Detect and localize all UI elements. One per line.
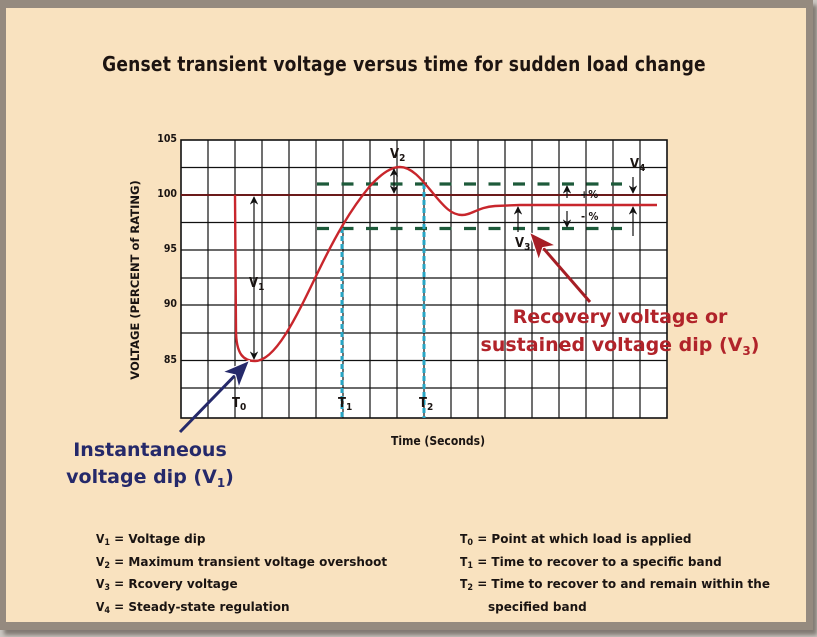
recovery-callout-arrow-icon bbox=[531, 234, 592, 303]
legend-item-t2-continued: specified band bbox=[488, 599, 587, 614]
v1-label: V1 bbox=[249, 276, 265, 293]
legend-item-v4: V4 = Steady-state regulation bbox=[96, 599, 290, 616]
y-tick-85: 85 bbox=[163, 354, 177, 366]
y-tick-100: 100 bbox=[157, 188, 177, 200]
legend-times: T0 = Point at which load is applied T1 =… bbox=[460, 530, 770, 616]
v2-label: V2 bbox=[390, 147, 406, 164]
t1-label: T1 bbox=[338, 396, 353, 413]
instantaneous-dip-callout: Instantaneous voltage dip (V1) bbox=[66, 439, 234, 490]
legend-voltages: V1 = Voltage dip V2 = Maximum transient … bbox=[96, 530, 387, 620]
t2-label: T2 bbox=[419, 396, 434, 413]
v4-label: V4 bbox=[630, 157, 646, 174]
instantaneous-callout-arrow-icon bbox=[178, 362, 248, 434]
legend-item-t1: T1 = Time to recover to a specific band bbox=[460, 554, 722, 571]
y-tick-95: 95 bbox=[163, 243, 177, 255]
figure-title: Genset transient voltage versus time for… bbox=[102, 52, 706, 76]
x-axis-label: Time (Seconds) bbox=[391, 434, 486, 448]
legend-item-t0: T0 = Point at which load is applied bbox=[460, 532, 692, 548]
y-tick-105: 105 bbox=[157, 133, 177, 145]
plus-percent-label: +% bbox=[580, 188, 599, 201]
voltage-curve bbox=[233, 165, 657, 363]
v3-label: V3 bbox=[515, 236, 531, 253]
vertical-gridlines bbox=[207, 140, 641, 418]
y-tick-90: 90 bbox=[163, 298, 177, 310]
y-axis-label: VOLTAGE (PERCENT of RATING) bbox=[128, 180, 142, 380]
minus-percent-label: - % bbox=[581, 210, 599, 223]
t0-label: T0 bbox=[232, 396, 247, 413]
legend-item-t2: T2 = Time to recover to and remain withi… bbox=[460, 577, 770, 593]
legend-item-v1: V1 = Voltage dip bbox=[96, 532, 206, 548]
recovery-voltage-callout: Recovery voltage or sustained voltage di… bbox=[480, 306, 760, 358]
legend-item-v2: V2 = Maximum transient voltage overshoot bbox=[96, 554, 388, 571]
legend-item-v3: V3 = Rcovery voltage bbox=[96, 577, 238, 593]
